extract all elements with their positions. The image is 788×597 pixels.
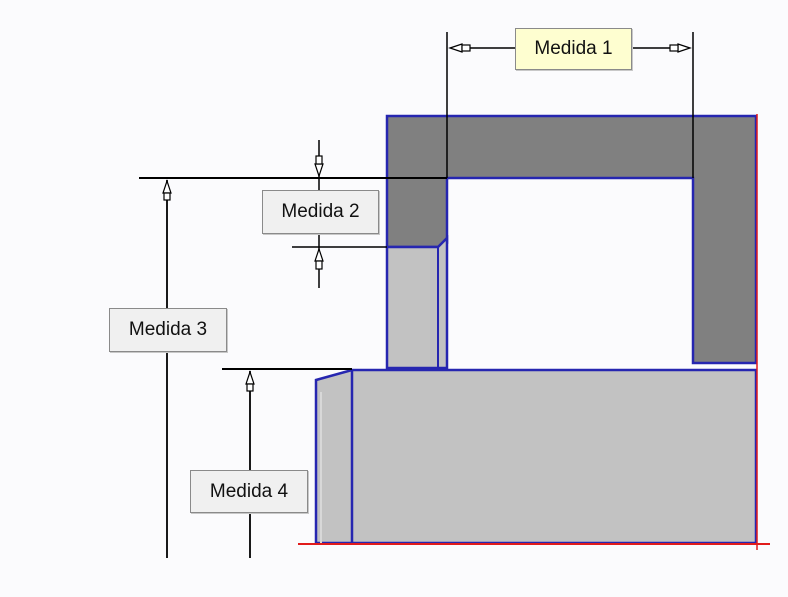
arrow-m3-top [162,179,172,194]
dimension-label-medida-3[interactable]: Medida 3 [109,308,227,352]
sleeve-section [385,234,449,370]
arrow-m1-left-tail [461,44,471,52]
shaft-section [314,368,758,545]
arrow-m1-left [448,43,463,53]
arrow-m2-bottom [314,247,324,262]
arrow-m4-top-tail [246,383,254,392]
arrow-m3-top-tail [163,192,171,201]
arrow-m2-top-tail [315,155,323,165]
arrow-m4-top [245,370,255,385]
arrow-m2-bottom-tail [315,260,323,270]
arrow-m2-top [314,163,324,178]
dimension-label-medida-1[interactable]: Medida 1 [515,28,632,70]
dimension-label-medida-2[interactable]: Medida 2 [262,190,379,234]
arrow-m1-right [677,43,692,53]
arrow-m1-right-tail [669,44,679,52]
dimension-label-medida-4[interactable]: Medida 4 [190,470,308,513]
